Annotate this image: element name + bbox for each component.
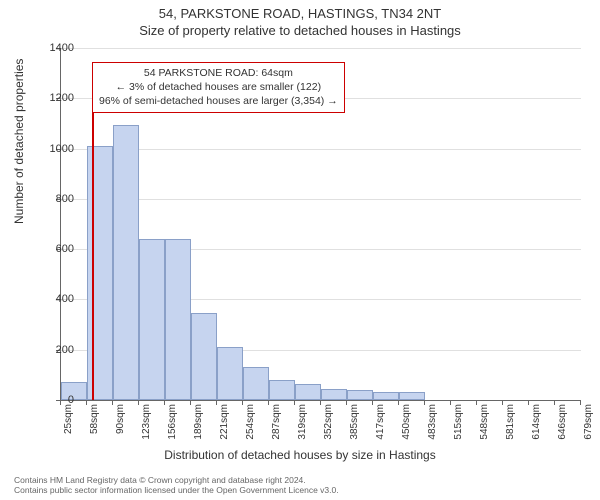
x-axis-label: Distribution of detached houses by size … — [0, 448, 600, 462]
annotation-line3: 96% of semi-detached houses are larger (… — [99, 94, 338, 108]
footer-attribution: Contains HM Land Registry data © Crown c… — [14, 475, 339, 496]
x-tick-label: 156sqm — [167, 404, 178, 449]
x-tick-label: 548sqm — [479, 404, 490, 449]
gridline — [61, 149, 581, 150]
y-tick-label: 1000 — [34, 143, 74, 155]
x-tick-mark — [138, 400, 139, 405]
x-tick-mark — [242, 400, 243, 405]
x-tick-mark — [268, 400, 269, 405]
histogram-bar — [347, 390, 373, 400]
x-tick-label: 319sqm — [297, 404, 308, 449]
x-tick-mark — [502, 400, 503, 405]
y-tick-label: 1400 — [34, 42, 74, 54]
x-tick-label: 646sqm — [557, 404, 568, 449]
gridline — [61, 48, 581, 49]
annotation-line1: 54 PARKSTONE ROAD: 64sqm — [99, 66, 338, 80]
x-tick-mark — [450, 400, 451, 405]
y-tick-label: 400 — [34, 293, 74, 305]
x-tick-mark — [86, 400, 87, 405]
y-tick-label: 800 — [34, 193, 74, 205]
footer-line2: Contains public sector information licen… — [14, 485, 339, 496]
x-tick-label: 385sqm — [349, 404, 360, 449]
x-tick-row — [60, 400, 580, 405]
histogram-bar — [269, 380, 295, 400]
histogram-bar — [191, 313, 217, 400]
x-tick-label: 221sqm — [219, 404, 230, 449]
x-tick-label: 123sqm — [141, 404, 152, 449]
histogram-bar — [373, 392, 399, 400]
x-tick-label: 352sqm — [323, 404, 334, 449]
chart-title-line1: 54, PARKSTONE ROAD, HASTINGS, TN34 2NT — [0, 0, 600, 21]
histogram-bar — [321, 389, 347, 400]
histogram-bar — [139, 239, 165, 400]
x-tick-label: 614sqm — [531, 404, 542, 449]
x-tick-label: 515sqm — [453, 404, 464, 449]
x-tick-label: 450sqm — [401, 404, 412, 449]
x-tick-mark — [164, 400, 165, 405]
x-tick-mark — [554, 400, 555, 405]
gridline — [61, 199, 581, 200]
chart-title-line2: Size of property relative to detached ho… — [0, 21, 600, 38]
annotation-line2: ← 3% of detached houses are smaller (122… — [99, 80, 338, 94]
histogram-bar — [295, 384, 321, 400]
x-tick-mark — [294, 400, 295, 405]
x-tick-label: 581sqm — [505, 404, 516, 449]
y-axis-label: Number of detached properties — [12, 59, 26, 224]
histogram-bar — [113, 125, 139, 400]
x-tick-label: 189sqm — [193, 404, 204, 449]
x-tick-label: 254sqm — [245, 404, 256, 449]
y-tick-label: 1200 — [34, 92, 74, 104]
x-tick-label: 417sqm — [375, 404, 386, 449]
x-tick-label: 287sqm — [271, 404, 282, 449]
property-marker-line — [92, 76, 94, 400]
histogram-bar — [399, 392, 425, 400]
histogram-bar — [217, 347, 243, 400]
y-tick-label: 200 — [34, 344, 74, 356]
x-tick-mark — [476, 400, 477, 405]
y-tick-label: 600 — [34, 243, 74, 255]
x-tick-mark — [320, 400, 321, 405]
x-tick-label: 483sqm — [427, 404, 438, 449]
x-tick-label: 90sqm — [115, 404, 126, 449]
x-tick-label: 58sqm — [89, 404, 100, 449]
histogram-bar — [243, 367, 269, 400]
x-tick-mark — [528, 400, 529, 405]
x-tick-mark — [346, 400, 347, 405]
x-tick-mark — [580, 400, 581, 405]
x-tick-mark — [398, 400, 399, 405]
histogram-bar — [165, 239, 191, 400]
x-tick-mark — [216, 400, 217, 405]
x-tick-mark — [190, 400, 191, 405]
x-tick-mark — [112, 400, 113, 405]
x-tick-mark — [424, 400, 425, 405]
chart-container: 54, PARKSTONE ROAD, HASTINGS, TN34 2NT S… — [0, 0, 600, 500]
x-tick-label: 25sqm — [63, 404, 74, 449]
footer-line1: Contains HM Land Registry data © Crown c… — [14, 475, 339, 486]
annotation-callout: 54 PARKSTONE ROAD: 64sqm ← 3% of detache… — [92, 62, 345, 113]
x-tick-mark — [372, 400, 373, 405]
x-tick-label: 679sqm — [583, 404, 594, 449]
